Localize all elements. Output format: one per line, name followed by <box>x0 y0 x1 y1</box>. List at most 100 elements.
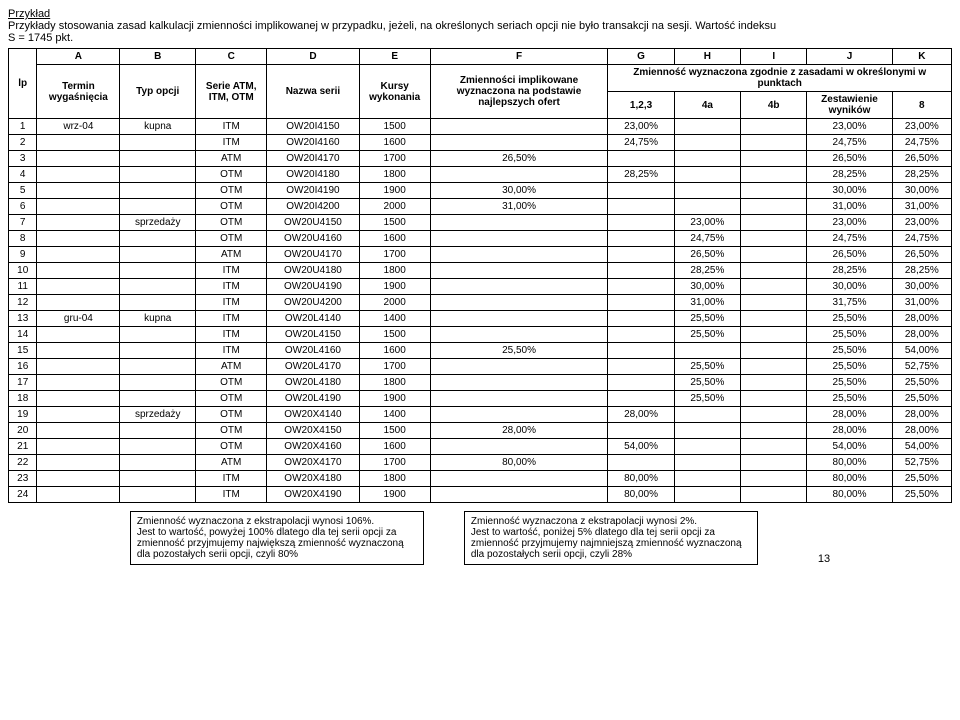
cell-g <box>608 343 674 359</box>
note-box-2: Zmienność wyznaczona z ekstrapolacji wyn… <box>464 511 758 565</box>
cell-serie: ATM <box>196 247 267 263</box>
table-row: 11ITMOW20U4190190030,00%30,00%30,00% <box>9 279 952 295</box>
cell-h: 25,50% <box>674 311 740 327</box>
cell-j: 26,50% <box>807 151 892 167</box>
cell-nazwa: OW20L4140 <box>267 311 359 327</box>
table-row: 8OTMOW20U4160160024,75%24,75%24,75% <box>9 231 952 247</box>
cell-i <box>741 199 807 215</box>
table-row: 7sprzedażyOTMOW20U4150150023,00%23,00%23… <box>9 215 952 231</box>
cell-lp: 9 <box>9 247 37 263</box>
cell-serie: OTM <box>196 375 267 391</box>
cell-i <box>741 295 807 311</box>
cell-kurs: 1800 <box>359 471 430 487</box>
cell-typ <box>120 231 196 247</box>
cell-h <box>674 343 740 359</box>
cell-g <box>608 327 674 343</box>
cell-h: 28,25% <box>674 263 740 279</box>
cell-nazwa: OW20L4170 <box>267 359 359 375</box>
table-row: 3ATMOW20I4170170026,50%26,50%26,50% <box>9 151 952 167</box>
cell-i <box>741 407 807 423</box>
cell-g: 54,00% <box>608 439 674 455</box>
col-zgodnie: Zmienność wyznaczona zgodnie z zasadami … <box>608 65 952 92</box>
cell-i <box>741 327 807 343</box>
cell-g <box>608 391 674 407</box>
cell-j: 80,00% <box>807 471 892 487</box>
table-row: 2ITMOW20I4160160024,75%24,75%24,75% <box>9 135 952 151</box>
cell-i <box>741 215 807 231</box>
cell-termin <box>37 247 120 263</box>
cell-k: 26,50% <box>892 151 951 167</box>
col-nazwa: Nazwa serii <box>267 65 359 119</box>
cell-nazwa: OW20X4160 <box>267 439 359 455</box>
cell-kurs: 2000 <box>359 295 430 311</box>
cell-typ <box>120 487 196 503</box>
cell-g <box>608 423 674 439</box>
cell-kurs: 1700 <box>359 151 430 167</box>
cell-typ: kupna <box>120 119 196 135</box>
cell-serie: ITM <box>196 327 267 343</box>
cell-h: 25,50% <box>674 375 740 391</box>
col-kursy: Kursy wykonania <box>359 65 430 119</box>
cell-i <box>741 487 807 503</box>
cell-typ: kupna <box>120 311 196 327</box>
cell-serie: ITM <box>196 263 267 279</box>
cell-serie: ITM <box>196 471 267 487</box>
cell-kurs: 1700 <box>359 455 430 471</box>
cell-g <box>608 295 674 311</box>
cell-k: 24,75% <box>892 231 951 247</box>
cell-i <box>741 119 807 135</box>
cell-lp: 14 <box>9 327 37 343</box>
cell-k: 23,00% <box>892 119 951 135</box>
cell-j: 30,00% <box>807 183 892 199</box>
cell-termin <box>37 359 120 375</box>
cell-lp: 5 <box>9 183 37 199</box>
cell-termin <box>37 183 120 199</box>
cell-k: 52,75% <box>892 455 951 471</box>
cell-termin <box>37 423 120 439</box>
cell-serie: ITM <box>196 311 267 327</box>
cell-i <box>741 263 807 279</box>
cell-k: 23,00% <box>892 215 951 231</box>
cell-i <box>741 359 807 375</box>
cell-termin: gru-04 <box>37 311 120 327</box>
cell-typ <box>120 375 196 391</box>
cell-g: 23,00% <box>608 119 674 135</box>
cell-k: 52,75% <box>892 359 951 375</box>
cell-typ <box>120 183 196 199</box>
cell-h <box>674 135 740 151</box>
cell-j: 28,25% <box>807 263 892 279</box>
cell-f <box>430 119 608 135</box>
cell-f: 25,50% <box>430 343 608 359</box>
cell-f <box>430 263 608 279</box>
cell-kurs: 1800 <box>359 263 430 279</box>
cell-serie: ITM <box>196 119 267 135</box>
cell-g <box>608 311 674 327</box>
cell-i <box>741 231 807 247</box>
table-row: 4OTMOW20I4180180028,25%28,25%28,25% <box>9 167 952 183</box>
cell-termin <box>37 167 120 183</box>
cell-f <box>430 375 608 391</box>
cell-nazwa: OW20U4170 <box>267 247 359 263</box>
cell-termin <box>37 455 120 471</box>
cell-lp: 10 <box>9 263 37 279</box>
cell-nazwa: OW20I4180 <box>267 167 359 183</box>
col-serie: Serie ATM, ITM, OTM <box>196 65 267 119</box>
cell-nazwa: OW20X4140 <box>267 407 359 423</box>
cell-typ <box>120 135 196 151</box>
cell-lp: 2 <box>9 135 37 151</box>
cell-typ <box>120 455 196 471</box>
cell-typ <box>120 295 196 311</box>
cell-termin <box>37 487 120 503</box>
cell-j: 54,00% <box>807 439 892 455</box>
cell-j: 28,00% <box>807 423 892 439</box>
cell-k: 25,50% <box>892 487 951 503</box>
cell-k: 25,50% <box>892 375 951 391</box>
cell-kurs: 1800 <box>359 375 430 391</box>
cell-kurs: 1500 <box>359 423 430 439</box>
cell-nazwa: OW20L4190 <box>267 391 359 407</box>
table-row: 14ITMOW20L4150150025,50%25,50%28,00% <box>9 327 952 343</box>
col-letter: G <box>608 49 674 65</box>
cell-termin <box>37 407 120 423</box>
cell-nazwa: OW20I4150 <box>267 119 359 135</box>
cell-nazwa: OW20U4160 <box>267 231 359 247</box>
